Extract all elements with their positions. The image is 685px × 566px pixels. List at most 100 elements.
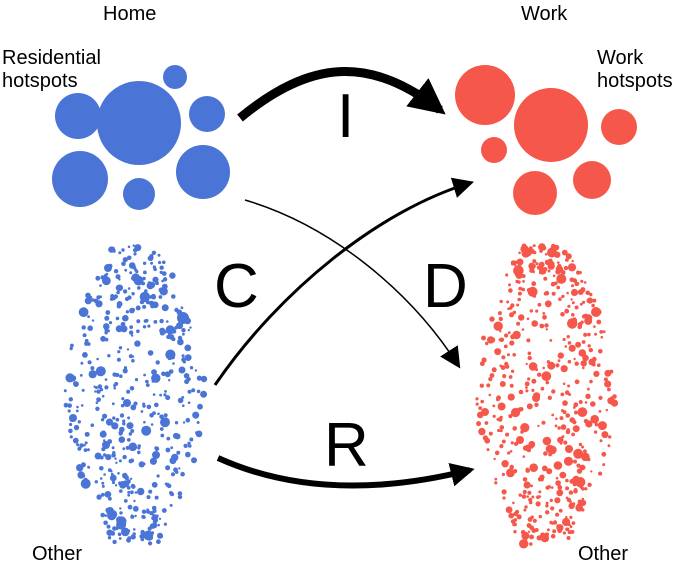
location-dot [562,517,571,527]
location-dot [541,245,547,251]
location-dot [518,389,524,395]
location-dot [527,490,532,495]
location-dot [126,438,131,442]
location-dot [177,492,181,495]
location-dot [111,248,116,253]
location-dot [527,377,531,381]
location-dot [582,354,589,362]
location-dot [585,393,591,399]
location-dot [538,261,545,268]
location-dot [539,323,545,329]
location-dot [535,501,541,507]
location-dot [516,274,521,278]
location-dot [585,314,593,322]
location-dot [79,374,83,377]
location-dot [139,291,151,303]
location-dot [90,423,95,428]
location-dot [583,281,587,284]
location-dot [80,361,84,365]
location-dot [162,260,166,265]
location-dot [94,480,99,484]
location-dot [168,369,174,374]
location-dot [478,427,486,436]
location-dot [587,387,590,391]
location-dot [134,340,141,347]
location-dot [600,335,604,339]
location-dot [149,457,157,465]
location-dot [567,341,572,345]
location-dot [100,335,106,342]
location-dot [546,528,550,532]
location-dot [574,410,578,415]
location-dot [508,414,513,419]
location-dot [547,361,556,370]
location-dot [540,386,545,391]
location-dot [501,355,506,360]
location-dot [159,270,163,274]
location-dot [481,335,486,341]
residential-hotspots-line1: Residential [2,47,101,69]
location-dot [97,372,102,377]
location-dot [99,466,104,471]
location-dot [574,305,579,310]
location-dot [509,450,513,453]
work-hotspot [601,109,637,145]
location-dot [174,421,179,425]
location-dot [172,362,175,365]
location-dot [130,404,137,411]
location-dot [197,403,203,410]
location-dot [171,294,176,299]
location-dot [539,249,543,253]
arrow-I [237,67,446,122]
location-dot [512,353,516,357]
location-dot [97,384,103,389]
location-dot [594,332,598,336]
location-dot [88,370,97,379]
location-dot [141,425,152,436]
location-dot [168,379,171,382]
work-hotspot [481,137,507,163]
location-dot [142,325,147,329]
location-dot [512,426,517,431]
location-dot [113,269,119,274]
location-dot [543,276,548,281]
location-dot [113,386,116,390]
location-dot [139,534,144,539]
location-dot [476,421,482,427]
location-dot [151,294,156,300]
location-dot [541,420,546,425]
location-dot [501,489,507,495]
location-dot [152,451,160,459]
location-dot [150,423,154,426]
location-dot [182,421,186,424]
location-dot [521,287,525,292]
location-dot [571,284,574,288]
location-dot [117,472,120,475]
location-dot [106,529,113,536]
location-dot [580,287,586,293]
location-dot [522,477,528,482]
location-dot [573,448,584,459]
location-dot [119,507,122,510]
location-dot [560,365,568,373]
location-dot [504,361,509,367]
arrow-C [213,177,475,386]
flow-label-I: I [337,82,354,151]
location-dot [555,480,561,486]
location-dot [87,325,93,332]
location-dot [592,298,597,303]
location-dot [95,275,101,281]
location-dot [547,395,552,400]
location-dot [163,393,167,397]
location-dot [569,500,572,503]
location-dot [69,346,73,351]
location-dot [81,325,86,330]
location-dot [565,496,569,500]
location-dot [568,502,575,510]
location-dot [187,389,192,394]
location-dot [122,314,129,322]
location-dot [599,439,603,443]
location-dot [147,324,151,328]
location-dot [508,283,511,287]
location-dot [152,276,159,283]
